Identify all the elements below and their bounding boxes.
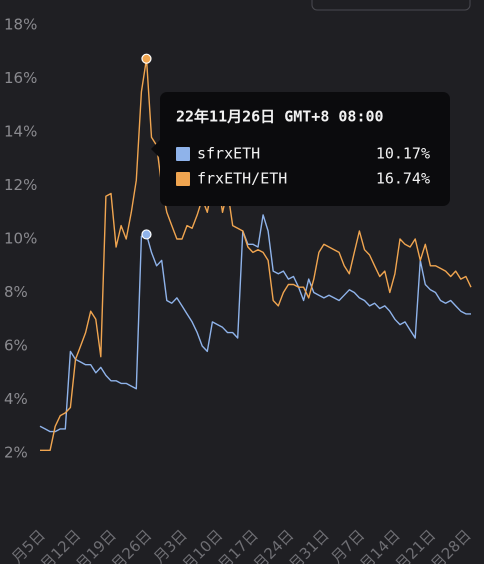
y-tick-label: 6% [4, 337, 28, 355]
tooltip: 22年11月26日 GMT+8 08:00 sfrxETH 10.17% frxET… [151, 92, 450, 206]
tooltip-pointer [151, 140, 160, 158]
tooltip-value: 10.17% [376, 145, 430, 163]
y-tick-label: 2% [4, 444, 28, 462]
y-tick-label: 8% [4, 283, 28, 301]
legend-swatch [176, 172, 190, 186]
tooltip-box [160, 92, 450, 206]
y-tick-label: 16% [4, 69, 37, 87]
legend-label: frxETH/ETH [197, 170, 287, 188]
tooltip-title: 22年11月26日 GMT+8 08:00 [176, 108, 384, 126]
y-tick-label: 14% [4, 123, 37, 141]
legend-swatch [176, 147, 190, 161]
y-tick-label: 4% [4, 390, 28, 408]
hover-dot [141, 53, 152, 64]
legend-label: sfrxETH [197, 145, 260, 163]
y-tick-label: 18% [4, 16, 37, 34]
y-tick-label: 12% [4, 176, 37, 194]
hover-dot [141, 229, 152, 240]
series-line [40, 58, 472, 451]
y-tick-label: 10% [4, 230, 37, 248]
series-line [39, 214, 471, 433]
tooltip-value: 16.74% [376, 170, 430, 188]
range-button[interactable] [311, 0, 471, 11]
